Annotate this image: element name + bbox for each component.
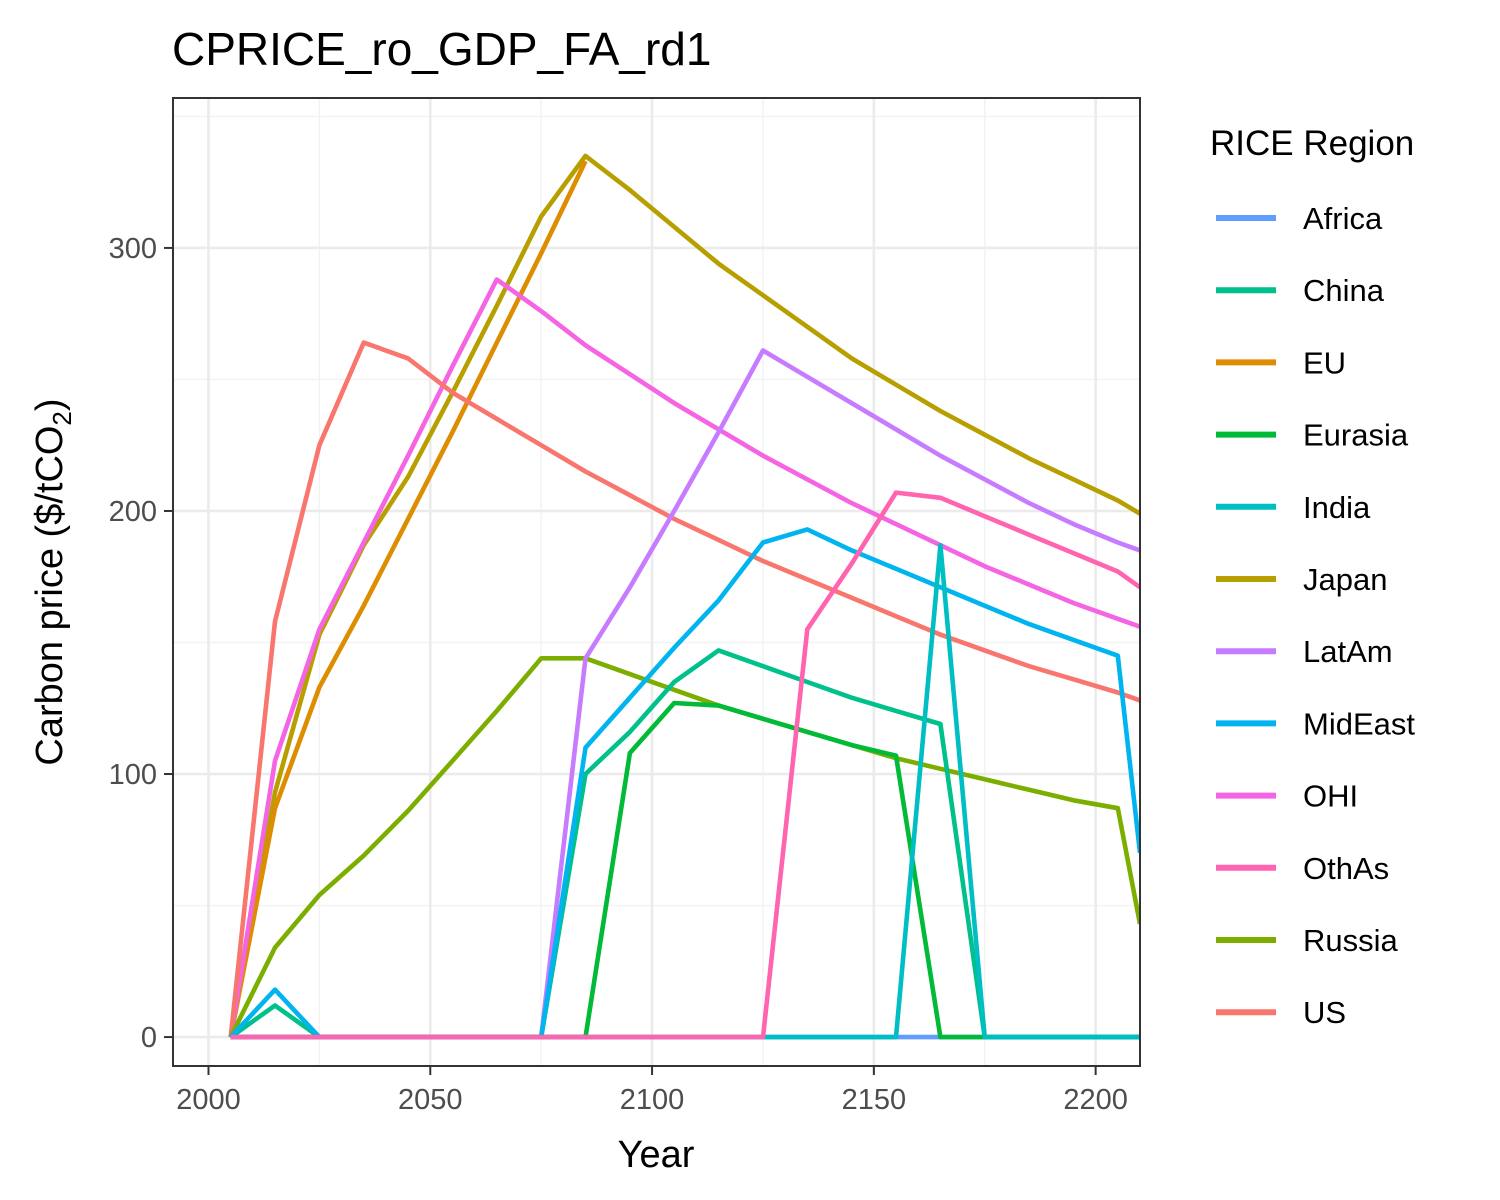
chart-title: CPRICE_ro_GDP_FA_rd1 [172,23,711,75]
legend-label: India [1303,490,1371,525]
legend-label: Africa [1303,201,1383,236]
legend-item-japan: Japan [1216,562,1387,597]
y-axis-title-subscript: 2 [47,411,77,425]
series-line-ohi [228,277,1140,1038]
legend-label: Russia [1303,923,1399,958]
x-tick-label: 2050 [398,1084,463,1116]
legend-item-eu: EU [1216,345,1346,380]
legend-label: OHI [1303,779,1358,814]
legend-items: Africa China EU Eurasia India Japan LatAm MidEa… [1216,201,1415,1030]
legend-item-china: China [1216,273,1385,308]
x-tick-label: 2100 [620,1084,685,1116]
legend-item-russia: Russia [1216,923,1399,958]
y-axis: 0 100 200 300 [109,233,173,1054]
y-tick-label: 0 [141,1022,157,1054]
legend-item-othas: OthAs [1216,851,1389,886]
series-line-latam [230,348,1140,1040]
x-axis: 2000 2050 2100 2150 2200 [176,1066,1128,1116]
legend-label: OthAs [1303,851,1389,886]
legend-item-eurasia: Eurasia [1216,418,1409,453]
minor-gridlines [173,98,1140,1066]
legend-label: Eurasia [1303,418,1409,453]
x-tick-label: 2200 [1063,1084,1128,1116]
legend-item-us: US [1216,995,1346,1030]
x-tick-label: 2000 [176,1084,241,1116]
legend-item-latam: LatAm [1216,634,1393,669]
series-line-japan [228,153,1140,1038]
legend-item-india: India [1216,490,1371,525]
series-line-othas [230,490,1140,1040]
legend-item-ohi: OHI [1216,779,1358,814]
plot-panel [172,97,1141,1067]
y-tick-label: 100 [109,759,157,791]
y-axis-title-end: ) [29,398,71,411]
legend-item-africa: Africa [1216,201,1383,236]
y-tick-label: 300 [109,233,157,265]
y-axis-title-main: Carbon price ($/tCO [29,426,71,766]
legend-label: China [1303,273,1385,308]
legend-item-mideast: MidEast [1216,706,1415,741]
x-axis-title: Year [618,1134,695,1176]
legend-label: MidEast [1303,706,1415,741]
legend-label: Japan [1303,562,1387,597]
series-line-us [228,340,1140,1038]
legend-label: EU [1303,345,1346,380]
series-line-russia [228,655,1140,1039]
y-axis-title: Carbon price ($/tCO2) [29,398,77,765]
series-line-eu [228,160,588,1038]
legend-label: US [1303,995,1346,1030]
panel-border [172,97,1141,1067]
legend-label: LatAm [1303,634,1393,669]
series-lines [228,153,1140,1040]
legend: RICE Region Africa China EU Eurasia India Jap… [1210,124,1415,1030]
y-tick-label: 200 [109,496,157,528]
x-tick-label: 2150 [842,1084,907,1116]
legend-title: RICE Region [1210,124,1414,163]
